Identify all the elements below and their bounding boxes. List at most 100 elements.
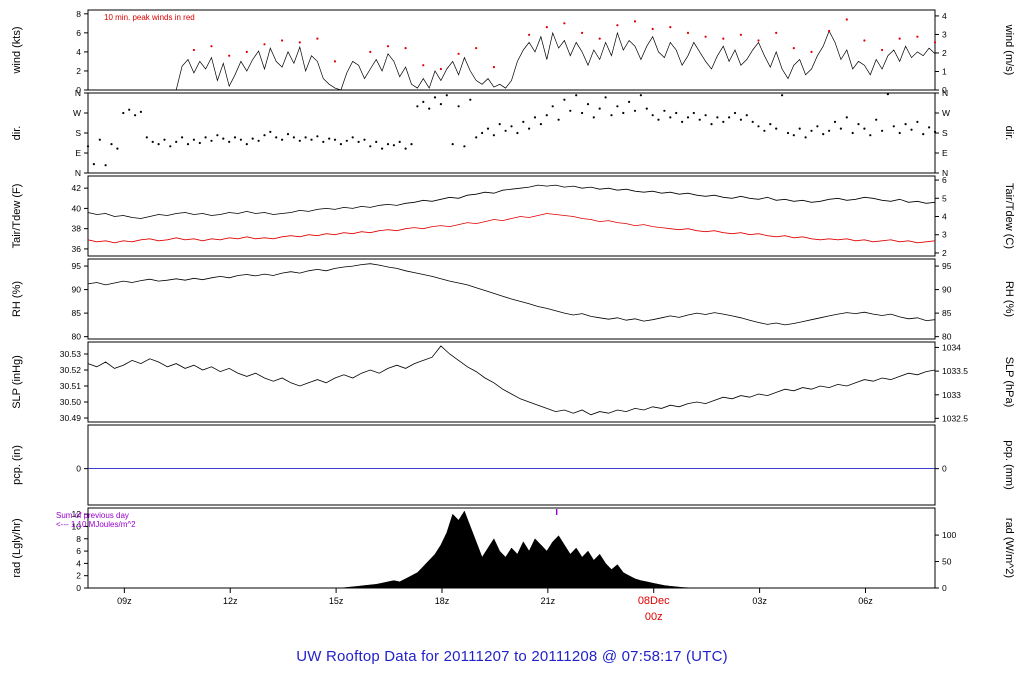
ytick-left-rad: 12 bbox=[72, 509, 82, 519]
x-tick-label: 21z bbox=[541, 596, 556, 606]
ytick-left-rad: 8 bbox=[76, 534, 81, 544]
ytick-left-rh: 90 bbox=[72, 285, 82, 295]
ytick-left-rh: 80 bbox=[72, 332, 82, 342]
x-axis: 09z 12z 15z 18z 21z 08Dec 00z 03z 06z bbox=[117, 588, 873, 623]
ytick-right-temp: 3 bbox=[942, 230, 947, 240]
x-tick-label: 06z bbox=[858, 596, 873, 606]
axis-label-left-pcp: pcp. (in) bbox=[11, 445, 23, 485]
axis-label-left-slp: SLP (inHg) bbox=[11, 355, 23, 409]
x-tick-label: 03z bbox=[752, 596, 767, 606]
panel-wind: 0 2 4 6 8 0 1 2 3 4 wind (kts) wind (m/s) 10 min. pe… bbox=[11, 9, 1015, 95]
ytick-right-wind: 3 bbox=[942, 29, 947, 39]
ytick-left-temp: 42 bbox=[72, 183, 82, 193]
ytick-right-wind: 4 bbox=[942, 11, 947, 21]
series-tair-f bbox=[87, 184, 936, 219]
series-tdew-f bbox=[87, 213, 936, 244]
ytick-right-rad: 100 bbox=[942, 530, 956, 540]
series-relative-humidity bbox=[87, 263, 936, 326]
ytick-left-dir: N bbox=[75, 168, 81, 178]
ytick-left-rad: 6 bbox=[76, 546, 81, 556]
x-tick-label: 00z bbox=[645, 611, 663, 623]
axis-label-right-temp: Tair/Tdew (C) bbox=[1003, 183, 1015, 249]
ytick-left-wind: 8 bbox=[76, 9, 81, 19]
ytick-left-pcp: 0 bbox=[76, 464, 81, 474]
series-wind-10min-peaks bbox=[192, 18, 937, 71]
annotation-wind-0: 10 min. peak winds in red bbox=[104, 13, 195, 22]
panel-rh: 80 85 90 95 80 85 90 95 RH (%) RH (%) bbox=[11, 258, 1015, 342]
ytick-right-pcp: 0 bbox=[942, 464, 947, 474]
ytick-right-temp: 5 bbox=[942, 193, 947, 203]
ytick-right-dir: N bbox=[942, 168, 948, 178]
ytick-right-wind: 0 bbox=[942, 85, 947, 95]
ytick-right-wind: 1 bbox=[942, 66, 947, 76]
panel-rad: 0 2 4 6 8 10 12 0 50 100 rad (Lgly/hr) rad (W/m^2) S… bbox=[11, 507, 1015, 593]
ytick-right-temp: 4 bbox=[942, 212, 947, 222]
ytick-right-dir: S bbox=[942, 128, 948, 138]
ytick-right-rh: 85 bbox=[942, 308, 952, 318]
ytick-left-wind: 0 bbox=[76, 85, 81, 95]
ytick-right-rh: 80 bbox=[942, 332, 952, 342]
ytick-right-rad: 50 bbox=[942, 557, 952, 567]
ytick-left-rad: 0 bbox=[76, 583, 81, 593]
ytick-right-slp: 1033 bbox=[942, 390, 961, 400]
x-tick-label: 15z bbox=[329, 596, 344, 606]
ytick-right-dir: N bbox=[942, 88, 948, 98]
x-tick-label: 18z bbox=[435, 596, 450, 606]
ytick-left-temp: 36 bbox=[72, 244, 82, 254]
chart-title: UW Rooftop Data for 20111207 to 20111208… bbox=[296, 648, 728, 665]
axis-label-left-rh: RH (%) bbox=[11, 281, 23, 317]
ytick-right-slp: 1032.5 bbox=[942, 413, 968, 423]
ytick-left-wind: 4 bbox=[76, 47, 81, 57]
ytick-left-slp: 30.53 bbox=[60, 349, 82, 359]
ytick-right-temp: 2 bbox=[942, 248, 947, 258]
axis-label-right-rh: RH (%) bbox=[1003, 281, 1015, 317]
ytick-left-temp: 40 bbox=[72, 203, 82, 213]
ytick-right-rh: 95 bbox=[942, 261, 952, 271]
ytick-left-rh: 95 bbox=[72, 261, 82, 271]
ytick-right-dir: E bbox=[942, 148, 948, 158]
annotation-rad-0: Sum of previous day bbox=[56, 511, 129, 520]
ytick-left-rad: 2 bbox=[76, 571, 81, 581]
ytick-left-rh: 85 bbox=[72, 308, 82, 318]
ytick-left-dir: E bbox=[75, 148, 81, 158]
axis-label-right-dir: dir. bbox=[1003, 126, 1015, 141]
ytick-left-dir: S bbox=[75, 128, 81, 138]
ytick-right-wind: 2 bbox=[942, 48, 947, 58]
ytick-right-dir: W bbox=[942, 108, 950, 118]
ytick-left-rad: 10 bbox=[72, 521, 82, 531]
ytick-left-dir: W bbox=[73, 108, 81, 118]
x-tick-date: 08Dec bbox=[638, 595, 670, 607]
panel-pcp: 0 0 pcp. (in) pcp. (mm) bbox=[11, 424, 1015, 506]
panel-slp: 30.49 30.50 30.51 30.52 30.53 1032.5 1033 1033.… bbox=[11, 341, 1015, 423]
ytick-right-temp: 6 bbox=[942, 175, 947, 185]
x-tick-label: 09z bbox=[117, 596, 132, 606]
ytick-left-wind: 6 bbox=[76, 28, 81, 38]
axis-label-left-dir: dir. bbox=[11, 126, 23, 141]
ytick-right-slp: 1034 bbox=[942, 342, 961, 352]
annotation-rad-1: <--- 1.10 MJoules/m^2 bbox=[56, 520, 136, 529]
ytick-left-dir: N bbox=[75, 88, 81, 98]
series-solar-radiation bbox=[88, 510, 935, 589]
series-wind-direction bbox=[86, 93, 937, 167]
axis-label-left-wind: wind (kts) bbox=[11, 26, 23, 74]
ytick-left-temp: 38 bbox=[72, 224, 82, 234]
axis-label-right-wind: wind (m/s) bbox=[1003, 24, 1015, 76]
ytick-right-rad: 0 bbox=[942, 583, 947, 593]
ytick-left-wind: 2 bbox=[76, 66, 81, 76]
x-tick-label: 12z bbox=[223, 596, 238, 606]
series-sea-level-pressure bbox=[87, 345, 936, 416]
axis-label-left-rad: rad (Lgly/hr) bbox=[11, 518, 23, 577]
axis-label-left-temp: Tair/Tdew (F) bbox=[11, 184, 23, 249]
ytick-left-slp: 30.52 bbox=[60, 365, 82, 375]
ytick-left-slp: 30.51 bbox=[60, 381, 82, 391]
axis-label-right-slp: SLP (hPa) bbox=[1003, 357, 1015, 408]
ytick-left-rad: 4 bbox=[76, 558, 81, 568]
series-wind-speed-kts bbox=[88, 30, 936, 91]
ytick-left-slp: 30.50 bbox=[60, 397, 82, 407]
axis-label-right-pcp: pcp. (mm) bbox=[1003, 440, 1015, 490]
ytick-right-slp: 1033.5 bbox=[942, 366, 968, 376]
